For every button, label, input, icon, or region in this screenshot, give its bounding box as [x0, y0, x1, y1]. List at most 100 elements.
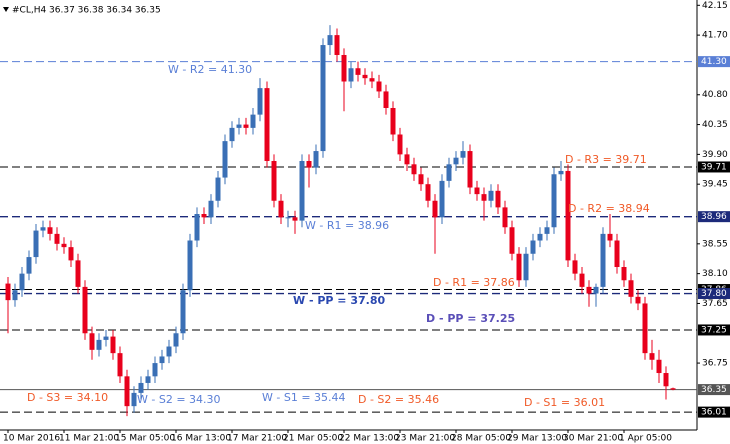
candle-body — [152, 363, 158, 377]
candle-body — [404, 154, 410, 165]
y-tick-label: 40.35 — [702, 120, 728, 130]
y-tick-label: 39.90 — [702, 150, 728, 160]
candle-body — [579, 273, 585, 287]
candle-body — [145, 376, 151, 383]
candle-body — [110, 336, 116, 354]
candle-body — [117, 353, 123, 377]
candle-body — [131, 392, 137, 407]
candle-body — [348, 68, 354, 82]
candle-body — [327, 35, 333, 46]
candle-body — [194, 214, 200, 241]
candle-body — [411, 164, 417, 175]
candle-body — [166, 346, 172, 357]
candle-body — [600, 233, 606, 287]
candle-body — [488, 190, 494, 201]
candle-body — [453, 157, 459, 165]
x-tick-label: 30 Mar 21:00 — [563, 434, 623, 444]
candle-body — [390, 107, 396, 135]
level-label: 37.25 — [701, 325, 727, 335]
candle-body — [418, 174, 424, 185]
candle-body — [89, 333, 95, 350]
level-annotation: W - S1 = 35.44 — [262, 391, 346, 404]
candle-body — [180, 290, 186, 334]
candle-body — [369, 78, 375, 82]
x-tick-label: 21 Mar 05:00 — [283, 434, 343, 444]
candle-body — [68, 247, 74, 261]
candle-body — [271, 161, 277, 201]
candle-body — [551, 174, 557, 228]
candle-body — [467, 151, 473, 188]
chart-title: #CL,H4 36.37 36.38 36.34 36.35 — [12, 6, 161, 16]
candle-body — [222, 141, 228, 178]
candle-body — [397, 134, 403, 155]
y-tick-label: 40.80 — [702, 90, 728, 100]
candle-body — [439, 180, 445, 218]
candle-body — [159, 356, 165, 364]
level-label-box — [698, 384, 730, 396]
candle-body — [187, 240, 193, 291]
candle-body — [432, 200, 438, 218]
candle-body — [460, 151, 466, 158]
level-label: 39.71 — [701, 162, 727, 172]
level-label-box — [698, 211, 730, 223]
candle-body — [628, 280, 634, 297]
x-tick-label: 22 Mar 13:00 — [339, 434, 399, 444]
candle-body — [635, 296, 641, 304]
candle-body — [313, 151, 319, 168]
candle-body — [334, 35, 340, 55]
y-tick-label: 38.55 — [702, 239, 728, 249]
candle-body — [229, 127, 235, 142]
candle-body — [320, 45, 326, 152]
level-annotation: D - R1 = 37.86 — [433, 276, 515, 289]
y-tick-label: 38.10 — [702, 269, 728, 279]
candle-body — [362, 74, 368, 79]
candle-body — [586, 286, 592, 294]
candle-body — [215, 177, 221, 201]
candle-body — [33, 230, 39, 258]
candle-body — [82, 286, 88, 334]
x-tick-label: 23 Mar 21:00 — [395, 434, 455, 444]
x-tick-label: 11 Mar 21:00 — [59, 434, 119, 444]
candle-body — [208, 200, 214, 218]
level-annotation: W - S2 = 34.30 — [137, 393, 221, 406]
candle-body — [61, 243, 67, 248]
candle-body — [670, 388, 676, 390]
level-label: 37.80 — [701, 289, 727, 299]
level-label-box — [698, 161, 730, 173]
candle-body — [243, 124, 249, 128]
candle-body — [558, 170, 564, 175]
x-tick-label: 10 Mar 2016 — [3, 434, 60, 444]
candle-body — [257, 88, 263, 115]
level-annotation: D - S2 = 35.46 — [358, 393, 439, 406]
candle-body — [299, 161, 305, 221]
candle-body — [614, 240, 620, 268]
level-annotation: W - R1 = 38.96 — [305, 219, 389, 232]
candle-body — [306, 161, 312, 168]
y-tick-label: 37.65 — [702, 299, 728, 309]
candle-body — [523, 253, 529, 281]
candle-body — [537, 233, 543, 241]
level-label-box — [698, 324, 730, 336]
candle-body — [649, 353, 655, 360]
candle-body — [40, 227, 46, 231]
candle-body — [446, 164, 452, 181]
candle-body — [663, 373, 669, 387]
level-label: 36.01 — [701, 408, 727, 418]
candle-body — [278, 200, 284, 218]
candle-body — [5, 283, 11, 301]
candle-body — [376, 81, 382, 92]
y-tick-label: 39.45 — [702, 180, 728, 190]
candle-body — [201, 214, 207, 218]
candle-body — [96, 339, 102, 350]
candle-body — [138, 382, 144, 393]
level-annotation: D - R3 = 39.71 — [565, 153, 647, 166]
candle-body — [656, 359, 662, 374]
candle-body — [264, 88, 270, 162]
level-label: 36.35 — [701, 385, 727, 395]
candle-body — [47, 227, 53, 234]
level-annotation: W - R2 = 41.30 — [168, 63, 252, 76]
candle-body — [12, 290, 18, 301]
level-annotation: W - PP = 37.80 — [293, 294, 385, 307]
candle-body — [481, 194, 487, 201]
